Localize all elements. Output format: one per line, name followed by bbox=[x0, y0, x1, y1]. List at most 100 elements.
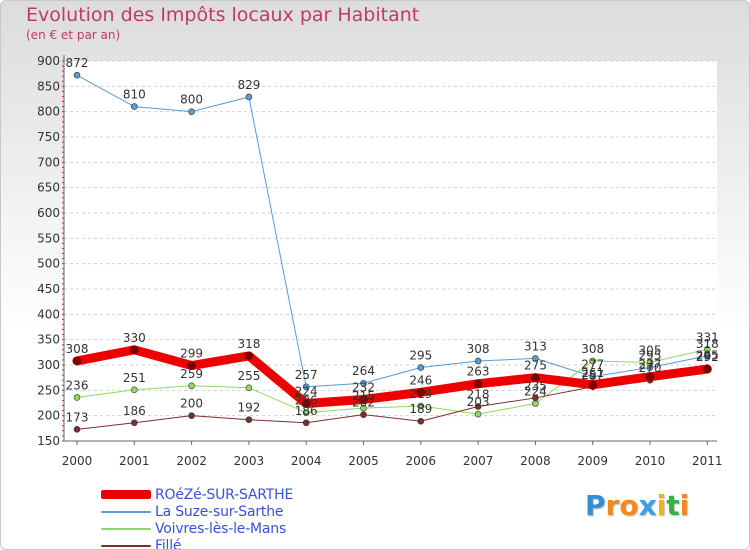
data-point bbox=[245, 93, 253, 101]
data-label: 255 bbox=[237, 369, 260, 383]
data-point bbox=[702, 364, 712, 374]
x-tick-label: 2006 bbox=[406, 454, 437, 468]
data-label: 235 bbox=[524, 379, 547, 393]
data-point bbox=[645, 372, 655, 381]
x-tick-label: 2008 bbox=[520, 454, 551, 468]
data-label: 189 bbox=[409, 402, 432, 416]
chart-subtitle: (en € et par an) bbox=[26, 28, 121, 42]
y-tick-label: 650 bbox=[37, 181, 60, 195]
data-point bbox=[131, 419, 138, 427]
y-tick-label: 250 bbox=[37, 383, 60, 397]
data-point bbox=[474, 403, 482, 410]
y-tick-label: 900 bbox=[37, 54, 60, 68]
legend-swatch bbox=[101, 490, 151, 499]
data-label: 203 bbox=[467, 395, 490, 409]
y-tick-label: 500 bbox=[37, 257, 60, 271]
legend-item: La Suze-sur-Sarthe bbox=[101, 504, 283, 520]
legend-item: Fillé bbox=[101, 537, 182, 550]
data-point bbox=[532, 355, 539, 362]
data-label: 200 bbox=[180, 397, 203, 411]
data-point bbox=[360, 379, 367, 387]
data-label: 331 bbox=[696, 330, 719, 344]
legend-label: Voivres-lès-le-Mans bbox=[155, 520, 287, 537]
data-label: 257 bbox=[295, 368, 318, 382]
logo-letter: i bbox=[679, 489, 690, 522]
data-label: 295 bbox=[639, 349, 662, 363]
proxiti-logo: Proxiti bbox=[585, 489, 689, 522]
data-label: 257 bbox=[581, 368, 604, 382]
data-label: 261 bbox=[581, 366, 604, 380]
x-tick-label: 2005 bbox=[348, 454, 379, 468]
series-line bbox=[76, 348, 708, 415]
data-label: 299 bbox=[180, 347, 203, 361]
data-point bbox=[473, 379, 483, 389]
y-tick-label: 800 bbox=[37, 105, 60, 119]
data-point bbox=[703, 352, 711, 360]
data-point bbox=[416, 388, 426, 397]
y-tick-label: 600 bbox=[37, 206, 60, 220]
data-point bbox=[417, 402, 425, 410]
x-tick-label: 2002 bbox=[176, 454, 207, 468]
data-label: 277 bbox=[581, 358, 604, 372]
data-label: 308 bbox=[581, 342, 604, 356]
logo-letter: o bbox=[619, 489, 639, 522]
data-label: 295 bbox=[696, 349, 719, 363]
y-tick-label: 350 bbox=[37, 333, 60, 347]
data-point bbox=[188, 382, 195, 390]
data-point bbox=[531, 373, 540, 382]
data-point bbox=[130, 345, 139, 355]
data-label: 872 bbox=[66, 56, 89, 70]
data-point bbox=[532, 394, 539, 402]
data-label: 218 bbox=[467, 388, 490, 402]
legend-label: Fillé bbox=[155, 537, 182, 550]
series-la-suze-sur-sarthe bbox=[73, 71, 711, 391]
x-tick-label: 2003 bbox=[234, 454, 265, 468]
data-point bbox=[302, 409, 310, 416]
data-label: 318 bbox=[696, 337, 719, 351]
data-label: 292 bbox=[696, 350, 719, 364]
data-label: 263 bbox=[467, 365, 490, 379]
data-label: 305 bbox=[639, 343, 662, 357]
data-label: 224 bbox=[295, 385, 318, 399]
data-label: 224 bbox=[524, 385, 547, 399]
data-label: 215 bbox=[352, 389, 375, 403]
data-label: 800 bbox=[180, 93, 203, 107]
data-label: 810 bbox=[123, 88, 146, 102]
series-ro-z-sur-sarthe bbox=[72, 345, 712, 409]
y-tick-label: 200 bbox=[37, 409, 60, 423]
logo-letter: i bbox=[656, 489, 667, 522]
y-tick-label: 700 bbox=[37, 155, 60, 169]
data-point bbox=[131, 386, 138, 394]
x-tick-label: 2004 bbox=[291, 454, 322, 468]
data-point bbox=[244, 351, 254, 361]
data-label: 236 bbox=[66, 378, 89, 392]
data-point bbox=[72, 356, 82, 366]
data-label: 186 bbox=[123, 404, 146, 418]
data-point bbox=[360, 404, 367, 412]
data-point bbox=[188, 412, 195, 419]
logo-letter: r bbox=[605, 489, 620, 522]
legend-item: ROéZé-SUR-SARTHE bbox=[101, 486, 294, 503]
data-point bbox=[73, 71, 81, 79]
series-voivres-l-s-le-mans bbox=[73, 345, 711, 418]
data-label: 829 bbox=[237, 78, 260, 92]
data-point bbox=[187, 361, 196, 370]
data-label: 219 bbox=[409, 387, 432, 401]
data-label: 330 bbox=[123, 331, 146, 345]
x-tick-label: 2011 bbox=[692, 454, 723, 468]
data-label: 275 bbox=[524, 359, 547, 373]
data-point bbox=[532, 400, 539, 407]
data-point bbox=[417, 417, 425, 425]
data-label: 308 bbox=[467, 342, 490, 356]
data-label: 318 bbox=[237, 337, 260, 351]
y-tick-label: 850 bbox=[37, 79, 60, 93]
data-label: 308 bbox=[66, 342, 89, 356]
y-tick-label: 450 bbox=[37, 282, 60, 296]
data-point bbox=[245, 384, 253, 392]
x-tick-label: 2009 bbox=[577, 454, 608, 468]
data-point bbox=[302, 383, 310, 391]
legend-label: ROéZé-SUR-SARTHE bbox=[155, 486, 294, 503]
x-tick-label: 2010 bbox=[635, 454, 666, 468]
